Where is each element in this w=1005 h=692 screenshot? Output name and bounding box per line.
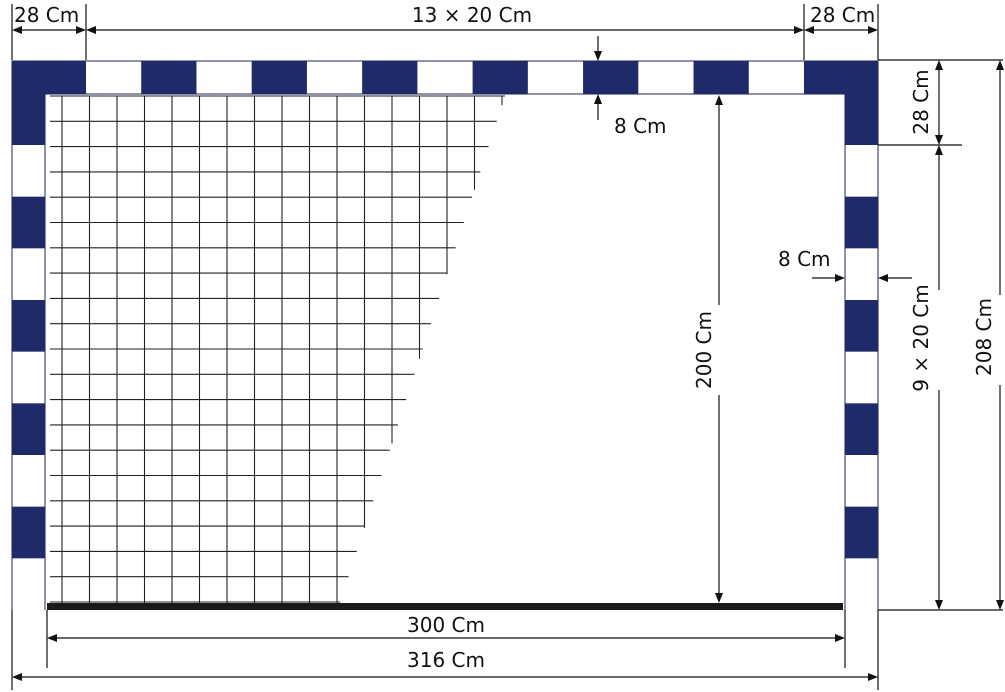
dimension-inner-height: 200 Cm	[692, 95, 738, 603]
corner-top-left	[12, 61, 45, 145]
dimension-inner-width: 300 Cm	[46, 610, 846, 668]
dimension-post-thickness: 8 Cm	[778, 247, 912, 282]
label-inner-height: 200 Cm	[692, 311, 716, 389]
crossbar-stripe	[251, 61, 307, 94]
label-segments-top: 13 × 20 Cm	[412, 3, 532, 27]
label-corner-top-right: 28 Cm	[810, 3, 875, 27]
right-post-stripe	[845, 506, 878, 559]
label-corner-top-left: 28 Cm	[14, 3, 79, 27]
dimension-outer-height: 208 Cm	[972, 60, 1005, 610]
dimension-top-corner-left: 28 Cm	[11, 3, 87, 60]
label-outer-height: 208 Cm	[972, 298, 996, 376]
right-post-stripe	[845, 403, 878, 455]
corner-top-right	[845, 61, 878, 145]
label-crossbar-thickness: 8 Cm	[614, 114, 667, 138]
goal-net	[50, 95, 505, 603]
dimension-crossbar-thickness: 8 Cm	[594, 36, 667, 138]
dimension-top-segments: 13 × 20 Cm	[86, 3, 804, 34]
left-post-stripe	[12, 506, 45, 559]
dimension-right-corner: 28 Cm	[878, 59, 1003, 146]
left-post-stripe	[12, 403, 45, 455]
left-post-stripe	[12, 196, 45, 249]
label-post-thickness: 8 Cm	[778, 247, 831, 271]
crossbar-stripe	[472, 61, 528, 94]
label-inner-width: 300 Cm	[407, 613, 485, 637]
dimension-top-corner-right: 28 Cm	[803, 3, 879, 60]
right-post-stripe	[845, 196, 878, 249]
label-segments-right: 9 × 20 Cm	[909, 284, 933, 391]
goal-frame	[11, 60, 879, 610]
crossbar-stripe	[583, 61, 639, 94]
dimension-right-segments: 9 × 20 Cm	[878, 145, 1003, 611]
right-post-stripe	[845, 300, 878, 352]
left-post-stripe	[12, 300, 45, 352]
crossbar-stripe	[693, 61, 749, 94]
frame-outline	[11, 60, 879, 610]
crossbar-stripe	[141, 61, 197, 94]
ground-bar	[47, 603, 843, 610]
crossbar-stripe	[362, 61, 418, 94]
label-corner-right-vertical: 28 Cm	[909, 69, 933, 134]
dimension-outer-width: 316 Cm	[11, 610, 879, 690]
label-outer-width: 316 Cm	[407, 648, 485, 672]
